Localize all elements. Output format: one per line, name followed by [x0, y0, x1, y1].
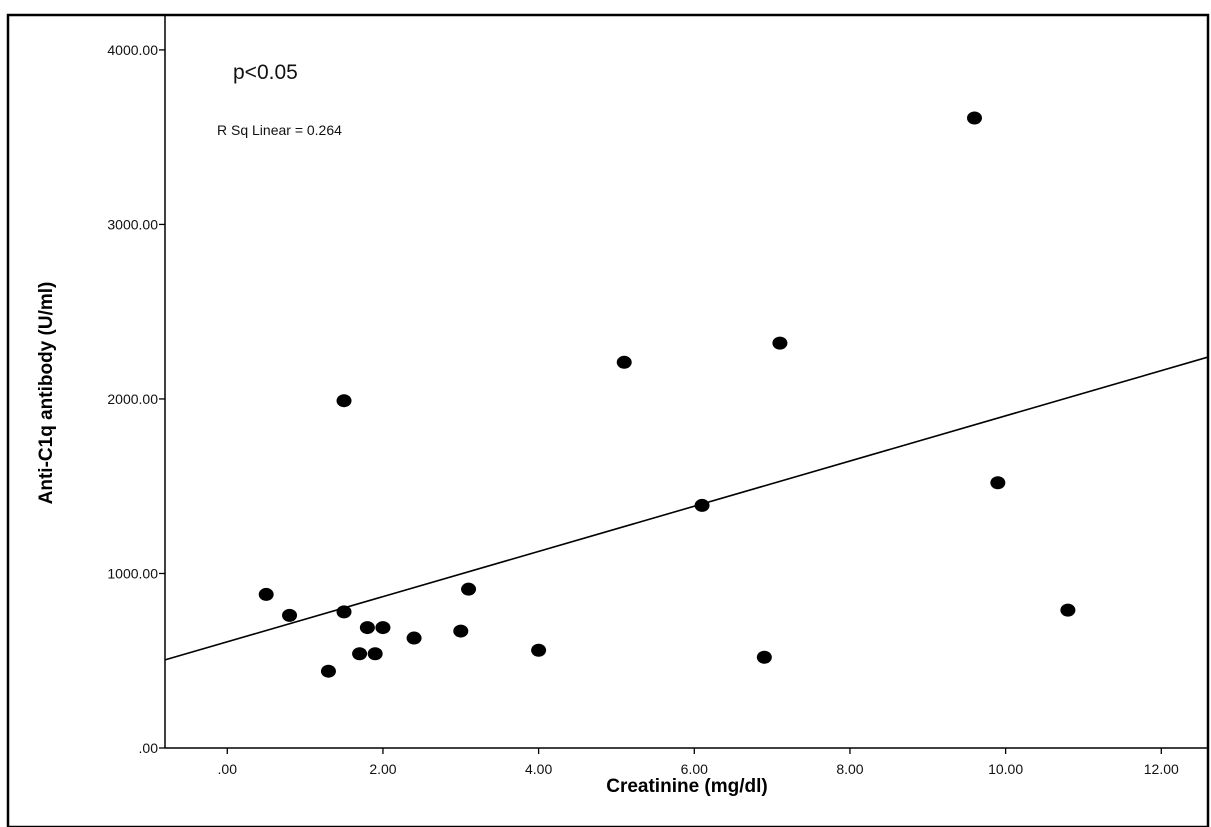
data-point [990, 476, 1006, 490]
x-axis-ticks: .00 2.00 4.00 6.00 8.00 10.00 12.00 [218, 748, 1179, 777]
x-tick-label: .00 [218, 761, 238, 777]
data-point [694, 498, 710, 512]
data-point [966, 111, 982, 125]
data-point [282, 608, 298, 622]
data-point [1060, 603, 1076, 617]
y-tick-label: 1000.00 [107, 565, 158, 581]
data-point [406, 631, 422, 645]
p-value-annotation: p<0.05 [233, 61, 298, 84]
x-tick-label: 12.00 [1144, 761, 1179, 777]
x-axis-title: Creatinine (mg/dl) [606, 776, 768, 797]
r-squared-annotation: R Sq Linear = 0.264 [217, 122, 342, 138]
y-tick-label: 4000.00 [107, 42, 158, 58]
data-point [461, 582, 477, 596]
x-tick-label: 2.00 [369, 761, 396, 777]
x-tick-label: 4.00 [525, 761, 552, 777]
y-tick-label: 3000.00 [107, 216, 158, 232]
y-axis-title: Anti-C1q antibody (U/ml) [36, 282, 57, 505]
data-point [352, 647, 368, 661]
x-tick-label: 10.00 [988, 761, 1023, 777]
data-point [756, 650, 772, 664]
y-tick-label: 2000.00 [107, 391, 158, 407]
data-point [367, 647, 383, 661]
x-tick-label: 6.00 [681, 761, 708, 777]
data-point [772, 336, 788, 350]
data-point [336, 394, 352, 408]
data-point [375, 621, 391, 635]
y-axis-ticks: .00 1000.00 2000.00 3000.00 4000.00 [107, 42, 165, 756]
data-point [616, 355, 632, 369]
data-point [359, 621, 375, 635]
data-point [258, 587, 274, 601]
data-point [531, 643, 547, 657]
data-points [258, 111, 1076, 678]
y-tick-label: .00 [139, 740, 159, 756]
data-point [336, 605, 352, 619]
data-point [453, 624, 469, 638]
data-point [320, 664, 336, 678]
x-tick-label: 8.00 [836, 761, 863, 777]
figure-frame [6, 13, 1210, 827]
